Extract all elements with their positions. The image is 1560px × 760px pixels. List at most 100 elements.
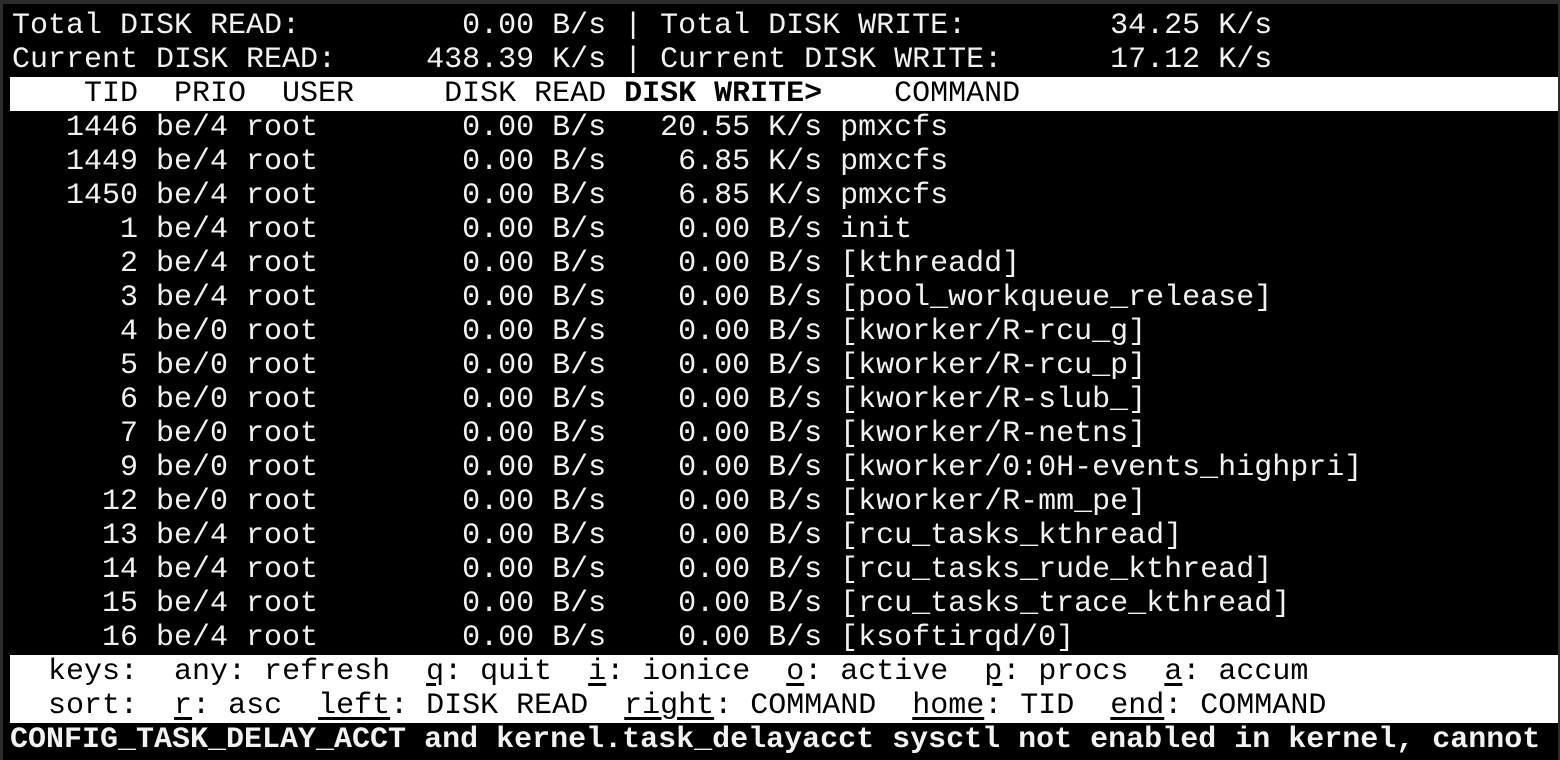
help-desc: : TID bbox=[984, 689, 1075, 723]
summary-current-line: Current DISK READ: 438.39 K/s | Current … bbox=[12, 43, 1558, 77]
disk-write-cell: 0.00 B/s bbox=[678, 621, 823, 655]
help-key: o bbox=[786, 655, 805, 689]
help-label: keys: bbox=[48, 655, 139, 689]
disk-read-cell: 0.00 B/s bbox=[462, 247, 607, 281]
process-row[interactable]: 1446 be/4 root 0.00 B/s 20.55 K/s pmxcfs bbox=[12, 111, 1558, 145]
command-cell: [pool_workqueue_release] bbox=[840, 281, 1273, 315]
user-cell: root bbox=[246, 519, 319, 553]
user-cell: root bbox=[246, 213, 319, 247]
prio-cell: be/4 bbox=[156, 519, 229, 553]
user-cell: root bbox=[246, 179, 319, 213]
sort-help-line: sort: r: asc left: DISK READ right: COMM… bbox=[10, 689, 1558, 723]
help-desc: : asc bbox=[192, 689, 283, 723]
command-cell: pmxcfs bbox=[840, 179, 949, 213]
help-key: right bbox=[624, 689, 715, 723]
help-desc: : DISK READ bbox=[390, 689, 589, 723]
disk-write-cell: 0.00 B/s bbox=[678, 417, 823, 451]
disk-read-cell: 0.00 B/s bbox=[462, 587, 607, 621]
total-read-label: Total DISK READ: bbox=[12, 9, 301, 43]
disk-read-cell: 0.00 B/s bbox=[462, 213, 607, 247]
col-user[interactable]: USER bbox=[282, 77, 355, 111]
process-row[interactable]: 9 be/0 root 0.00 B/s 0.00 B/s [kworker/0:0H-e… bbox=[12, 451, 1558, 485]
process-row[interactable]: 4 be/0 root 0.00 B/s 0.00 B/s [kworker/R-rcu_… bbox=[12, 315, 1558, 349]
prio-cell: be/4 bbox=[156, 179, 229, 213]
help-desc: : procs bbox=[1002, 655, 1129, 689]
process-row[interactable]: 7 be/0 root 0.00 B/s 0.00 B/s [kworker/R-netn… bbox=[12, 417, 1558, 451]
separator: | bbox=[624, 9, 643, 43]
help-key: a bbox=[1164, 655, 1183, 689]
tid-cell: 4 bbox=[120, 315, 139, 349]
command-cell: [kworker/R-netns] bbox=[840, 417, 1147, 451]
tid-cell: 1449 bbox=[66, 145, 139, 179]
prio-cell: be/4 bbox=[156, 111, 229, 145]
tid-cell: 2 bbox=[120, 247, 139, 281]
disk-read-cell: 0.00 B/s bbox=[462, 111, 607, 145]
tid-cell: 1450 bbox=[66, 179, 139, 213]
column-header: TID PRIO USER DISK READ DISK WRITE> COMM… bbox=[10, 77, 1558, 111]
user-cell: root bbox=[246, 383, 319, 417]
prio-cell: be/0 bbox=[156, 417, 229, 451]
col-disk-write[interactable]: DISK WRITE> bbox=[624, 77, 823, 111]
prio-cell: be/0 bbox=[156, 383, 229, 417]
command-cell: [kworker/R-mm_pe] bbox=[840, 485, 1147, 519]
tid-cell: 13 bbox=[102, 519, 139, 553]
keys-help-line: keys: any: refresh q: quit i: ionice o : … bbox=[10, 655, 1558, 689]
disk-read-cell: 0.00 B/s bbox=[462, 519, 607, 553]
command-cell: [rcu_tasks_trace_kthread] bbox=[840, 587, 1291, 621]
process-row[interactable]: 12 be/0 root 0.00 B/s 0.00 B/s [kworker/R-mm_… bbox=[12, 485, 1558, 519]
prio-cell: be/4 bbox=[156, 247, 229, 281]
help-desc: any: refresh bbox=[174, 655, 391, 689]
tid-cell: 15 bbox=[102, 587, 139, 621]
process-row[interactable]: 16 be/4 root 0.00 B/s 0.00 B/s [ksoftirqd/0] bbox=[12, 621, 1558, 655]
help-label: sort: bbox=[48, 689, 139, 723]
process-row[interactable]: 6 be/0 root 0.00 B/s 0.00 B/s [kworker/R-slub… bbox=[12, 383, 1558, 417]
disk-write-cell: 0.00 B/s bbox=[678, 485, 823, 519]
col-prio[interactable]: PRIO bbox=[174, 77, 247, 111]
disk-read-cell: 0.00 B/s bbox=[462, 383, 607, 417]
tid-cell: 1446 bbox=[66, 111, 139, 145]
disk-write-cell: 0.00 B/s bbox=[678, 349, 823, 383]
disk-read-cell: 0.00 B/s bbox=[462, 485, 607, 519]
disk-write-cell: 0.00 B/s bbox=[678, 281, 823, 315]
disk-read-cell: 0.00 B/s bbox=[462, 621, 607, 655]
process-row[interactable]: 3 be/4 root 0.00 B/s 0.00 B/s [pool_workqueue… bbox=[12, 281, 1558, 315]
process-row[interactable]: 13 be/4 root 0.00 B/s 0.00 B/s [rcu_tasks_kth… bbox=[12, 519, 1558, 553]
help-key: q bbox=[426, 655, 445, 689]
disk-read-cell: 0.00 B/s bbox=[462, 451, 607, 485]
process-row[interactable]: 14 be/4 root 0.00 B/s 0.00 B/s [rcu_tasks_rud… bbox=[12, 553, 1558, 587]
help-key: i bbox=[588, 655, 607, 689]
help-key: left bbox=[318, 689, 391, 723]
user-cell: root bbox=[246, 621, 319, 655]
prio-cell: be/0 bbox=[156, 451, 229, 485]
col-command[interactable]: COMMAND bbox=[894, 77, 1021, 111]
user-cell: root bbox=[246, 451, 319, 485]
command-cell: [ksoftirqd/0] bbox=[840, 621, 1075, 655]
prio-cell: be/4 bbox=[156, 553, 229, 587]
user-cell: root bbox=[246, 485, 319, 519]
help-desc: : quit bbox=[444, 655, 553, 689]
disk-write-cell: 20.55 K/s bbox=[660, 111, 823, 145]
command-cell: pmxcfs bbox=[840, 111, 949, 145]
current-write-label: Current DISK WRITE: bbox=[660, 43, 1003, 77]
process-row[interactable]: 5 be/0 root 0.00 B/s 0.00 B/s [kworker/R-rcu_… bbox=[12, 349, 1558, 383]
disk-write-cell: 0.00 B/s bbox=[678, 315, 823, 349]
tid-cell: 12 bbox=[102, 485, 139, 519]
user-cell: root bbox=[246, 349, 319, 383]
disk-write-cell: 0.00 B/s bbox=[678, 553, 823, 587]
help-desc: : COMMAND bbox=[1164, 689, 1327, 723]
col-disk-read[interactable]: DISK READ bbox=[444, 77, 607, 111]
process-row[interactable]: 2 be/4 root 0.00 B/s 0.00 B/s [kthreadd] bbox=[12, 247, 1558, 281]
command-cell: [kthreadd] bbox=[840, 247, 1021, 281]
prio-cell: be/4 bbox=[156, 281, 229, 315]
prio-cell: be/4 bbox=[156, 213, 229, 247]
process-row[interactable]: 15 be/4 root 0.00 B/s 0.00 B/s [rcu_tasks_tra… bbox=[12, 587, 1558, 621]
user-cell: root bbox=[246, 145, 319, 179]
process-row[interactable]: 1449 be/4 root 0.00 B/s 6.85 K/s pmxcfs bbox=[12, 145, 1558, 179]
disk-write-cell: 6.85 K/s bbox=[678, 145, 823, 179]
process-row[interactable]: 1 be/4 root 0.00 B/s 0.00 B/s init bbox=[12, 213, 1558, 247]
prio-cell: be/0 bbox=[156, 485, 229, 519]
col-tid[interactable]: TID bbox=[84, 77, 139, 111]
command-cell: [kworker/R-rcu_p] bbox=[840, 349, 1147, 383]
help-desc: : ionice bbox=[606, 655, 751, 689]
process-row[interactable]: 1450 be/4 root 0.00 B/s 6.85 K/s pmxcfs bbox=[12, 179, 1558, 213]
